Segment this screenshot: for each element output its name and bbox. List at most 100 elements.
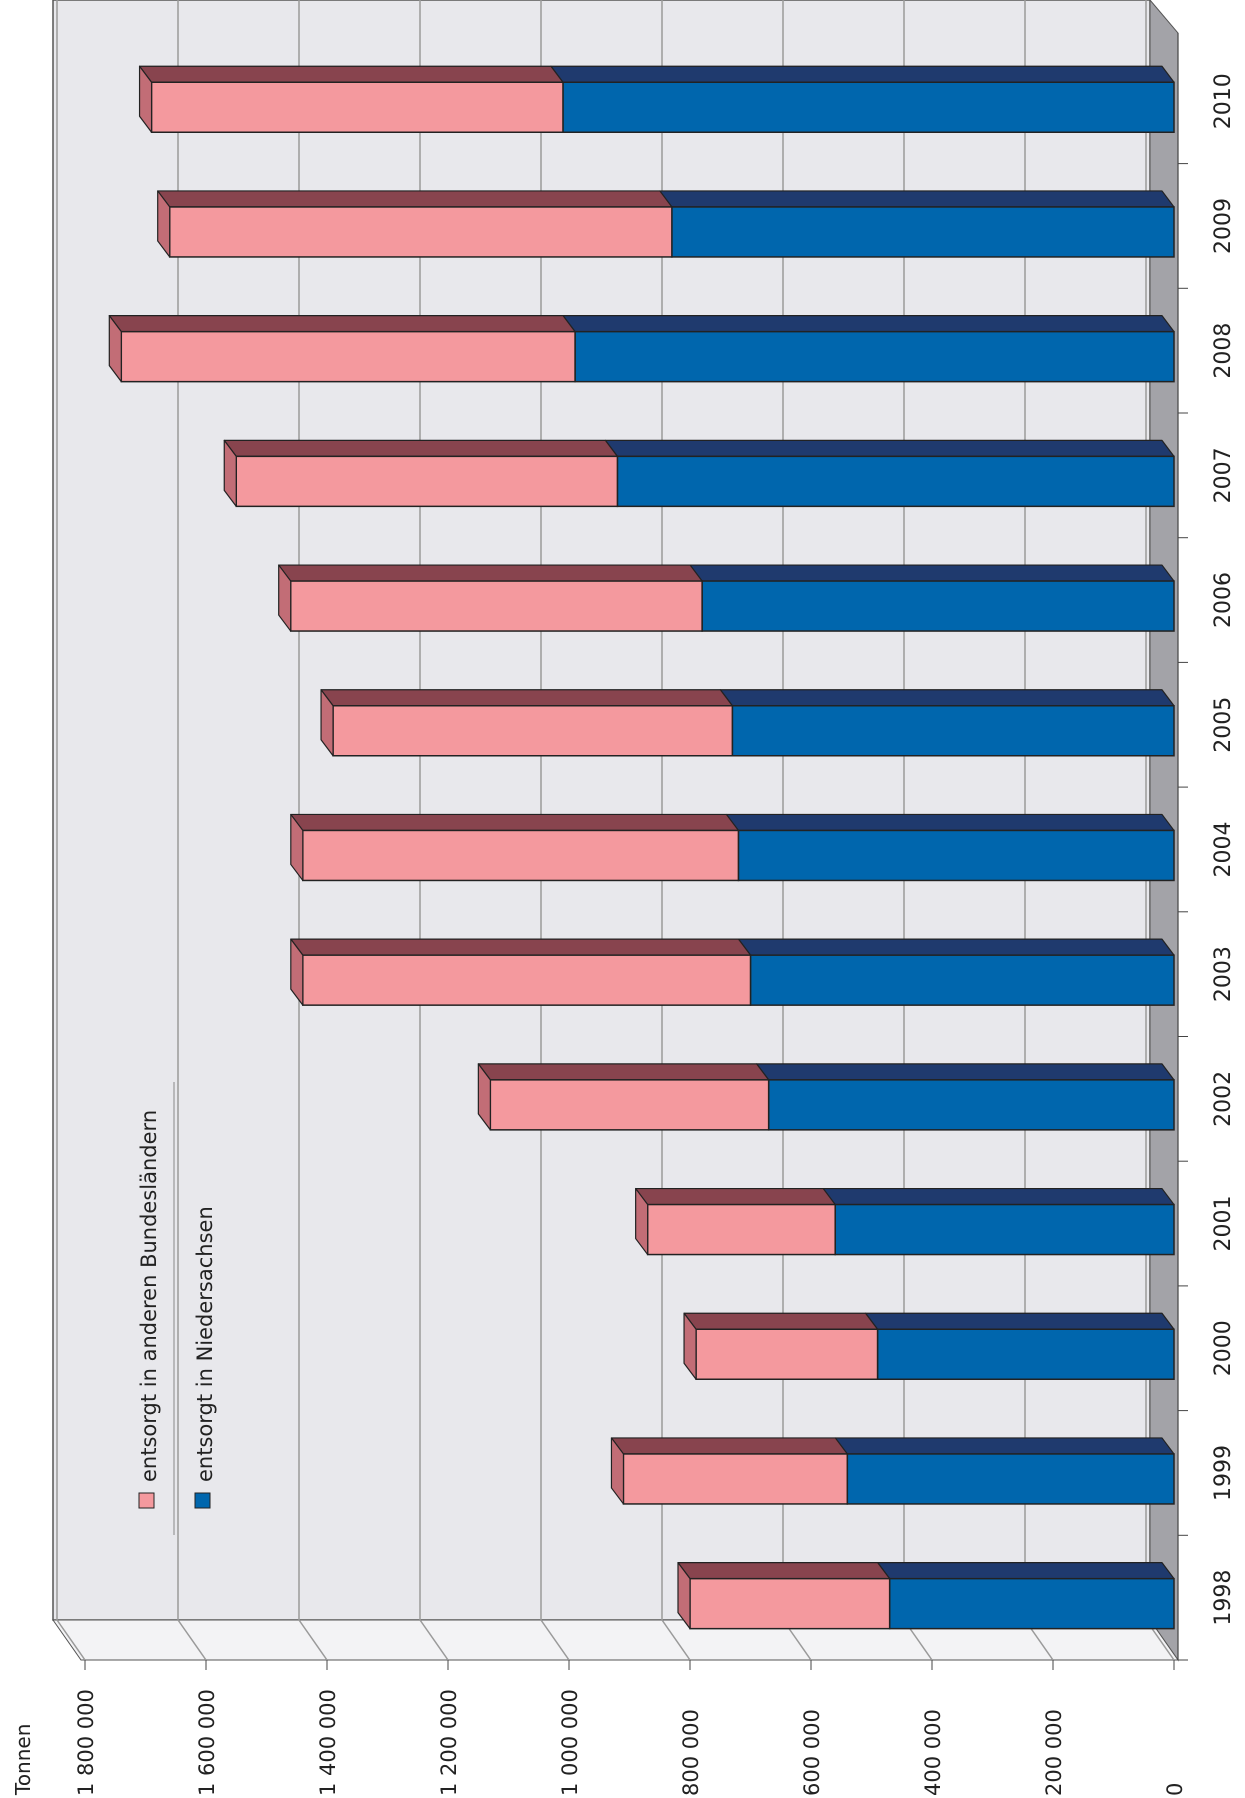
bar-top-face: [635, 1187, 836, 1206]
gridline-floor: [419, 1619, 449, 1661]
bar-segment: [701, 580, 1175, 632]
gridline-floor: [56, 1619, 86, 1661]
bar-top-face: [290, 938, 752, 956]
category-label: 2002: [1211, 1071, 1236, 1127]
category-label: 2007: [1211, 447, 1236, 503]
unit-label: Tonnen: [11, 1724, 35, 1796]
bar-segment: [302, 829, 740, 882]
value-tick-label: 1 800 000: [74, 1689, 98, 1796]
value-tick-label: 800 000: [679, 1709, 703, 1796]
category-label: 2000: [1211, 1320, 1236, 1376]
bar-segment: [749, 954, 1175, 1006]
bar-top-face: [834, 1437, 1175, 1455]
bar-segment: [671, 206, 1175, 258]
value-tick-label: 1 400 000: [316, 1689, 340, 1796]
bar-side-face: [157, 190, 171, 258]
category-label: 1999: [1211, 1445, 1236, 1501]
bar-segment: [622, 1453, 849, 1505]
bar-segment: [695, 1328, 879, 1380]
bar-top-face: [138, 65, 564, 83]
category-label: 1998: [1211, 1570, 1236, 1626]
bar-side-face: [683, 1312, 697, 1380]
bar-segment: [332, 705, 734, 757]
gridline-floor: [540, 1619, 570, 1661]
category-label: 2008: [1211, 323, 1236, 379]
bar-segment: [737, 829, 1175, 882]
bar-top-face: [550, 65, 1175, 83]
bar-segment: [302, 954, 752, 1006]
bar-top-face: [562, 315, 1175, 333]
value-tick-label: 1 000 000: [558, 1689, 582, 1796]
bar-segment: [846, 1453, 1175, 1505]
bar-top-face: [108, 315, 576, 333]
value-tick-label: 200 000: [1042, 1709, 1066, 1796]
category-label: 2009: [1211, 198, 1236, 254]
bar-side-face: [278, 564, 292, 632]
bar-top-face: [157, 190, 673, 208]
legend-swatch-pink: [138, 1492, 155, 1509]
bar-segment: [646, 1203, 836, 1256]
bar-segment: [120, 330, 576, 383]
bar-segment: [876, 1328, 1175, 1380]
value-tick-label: 1 600 000: [195, 1689, 219, 1796]
category-label: 2004: [1211, 821, 1236, 877]
bar-top-face: [610, 1437, 848, 1455]
bar-top-face: [659, 190, 1175, 208]
bar-segment: [235, 455, 619, 508]
bar-top-face: [756, 1063, 1175, 1081]
bar-top-face: [689, 564, 1175, 582]
category-label: 2010: [1211, 73, 1236, 129]
bar-segment: [168, 206, 673, 258]
bar-side-face: [138, 65, 153, 133]
category-label: 2005: [1211, 697, 1236, 753]
gridline-floor: [298, 1619, 328, 1661]
bar-top-face: [290, 813, 740, 832]
bar-segment: [616, 455, 1175, 508]
bar-top-face: [719, 689, 1175, 707]
bar-group: [108, 65, 1175, 1630]
category-label: 2001: [1211, 1196, 1236, 1252]
category-label: 2006: [1211, 572, 1236, 628]
bar-side-face: [677, 1562, 691, 1630]
bar-side-face: [223, 439, 237, 507]
bar-side-face: [290, 938, 304, 1006]
bar-side-face: [477, 1063, 491, 1131]
bar-segment: [888, 1577, 1175, 1630]
bar-segment: [289, 580, 703, 632]
legend-label-blue: entsorgt in Niedersachsen: [193, 1206, 217, 1482]
bar-side-face: [635, 1187, 649, 1256]
legend: entsorgt in anderen Bundesländern entsor…: [137, 1082, 217, 1535]
bar-top-face: [278, 564, 703, 582]
bar-side-face: [108, 315, 122, 383]
bar-side-face: [320, 689, 334, 757]
bar-segment: [767, 1079, 1175, 1131]
bar-segment: [834, 1203, 1175, 1256]
legend-swatch-blue: [194, 1492, 211, 1509]
bar-top-face: [877, 1562, 1175, 1580]
bar-segment: [150, 81, 564, 133]
bar-segment: [489, 1079, 770, 1131]
value-tick-label: 400 000: [921, 1709, 945, 1796]
value-axis: 0 200 000 400 000 600 000 800 000 1 000 000 1 …: [74, 1660, 1187, 1796]
bar-segment: [574, 330, 1175, 383]
bar-side-face: [610, 1437, 625, 1505]
bar-top-face: [677, 1562, 891, 1580]
gridline-floor: [661, 1619, 691, 1661]
gridline-floor: [177, 1619, 207, 1661]
bar-top-face: [864, 1312, 1175, 1330]
bar-top-face: [725, 813, 1175, 832]
bar-segment: [731, 705, 1175, 757]
bar-segment: [562, 81, 1175, 133]
category-axis: 1998 1999 2000 2001 2002 2003 2004 2005 2006 2007…: [1177, 33, 1236, 1661]
value-tick-label: 0: [1163, 1783, 1187, 1796]
legend-label-pink: entsorgt in anderen Bundesländern: [137, 1110, 161, 1482]
bar-top-face: [320, 689, 733, 707]
value-tick-label: 1 200 000: [437, 1689, 461, 1796]
bar-top-face: [822, 1187, 1175, 1206]
bar-top-face: [477, 1063, 770, 1081]
bar-top-face: [604, 439, 1175, 457]
bar-side-face: [290, 813, 304, 882]
value-tick-label: 600 000: [800, 1709, 824, 1796]
bar-top-face: [683, 1312, 879, 1330]
